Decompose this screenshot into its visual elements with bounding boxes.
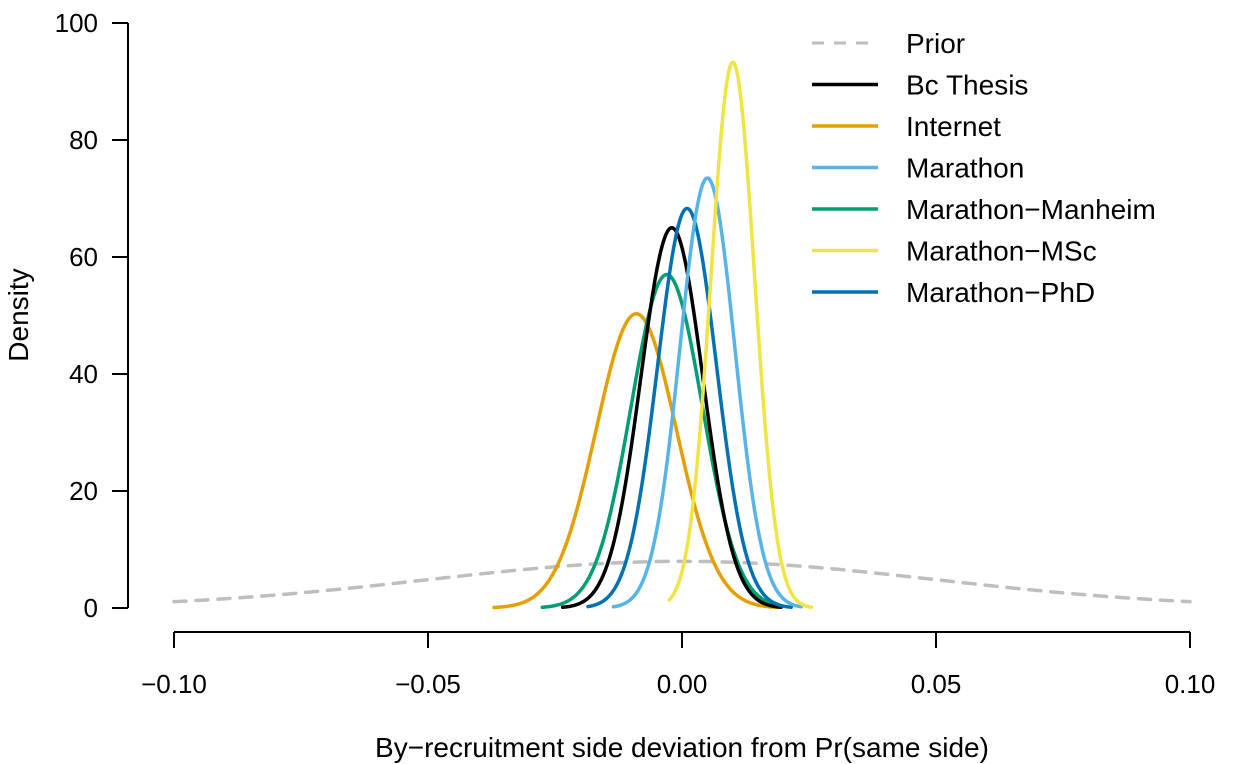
legend-label: Internet xyxy=(906,111,1001,142)
x-tick-label: 0.00 xyxy=(657,669,708,699)
y-tick-label: 80 xyxy=(69,125,98,155)
x-axis-title: By−recruitment side deviation from Pr(sa… xyxy=(375,732,989,763)
y-tick-label: 0 xyxy=(84,593,98,623)
y-axis: 0 20 40 60 80 100 xyxy=(55,8,129,623)
x-tick-label: −0.10 xyxy=(141,669,207,699)
legend-label: Marathon−MSc xyxy=(906,236,1097,267)
series-line-marathon-msc xyxy=(667,60,814,609)
y-tick-label: 40 xyxy=(69,359,98,389)
legend-label: Prior xyxy=(906,28,965,59)
legend-label: Marathon xyxy=(906,153,1024,184)
series-line-internet xyxy=(492,312,781,610)
x-tick-label: 0.05 xyxy=(911,669,962,699)
series-line-marathon-manheim xyxy=(540,272,783,610)
series-line-bc-thesis xyxy=(560,226,783,609)
legend-label: Marathon−Manheim xyxy=(906,194,1156,225)
series-line-prior xyxy=(172,559,1192,604)
y-tick-label: 20 xyxy=(69,476,98,506)
legend-label: Marathon−PhD xyxy=(906,277,1095,308)
legend-label: Bc Thesis xyxy=(906,70,1028,101)
x-tick-label: 0.10 xyxy=(1165,669,1216,699)
series-line-marathon-phd xyxy=(586,206,793,609)
y-tick-label: 100 xyxy=(55,8,98,38)
legend: Prior Bc Thesis Internet Marathon Marathon−M… xyxy=(812,28,1156,308)
y-tick-label: 60 xyxy=(69,242,98,272)
x-tick-label: −0.05 xyxy=(395,669,461,699)
series-line-marathon xyxy=(611,176,804,609)
density-series xyxy=(172,60,1192,610)
x-axis: −0.10 −0.05 0.00 0.05 0.10 xyxy=(141,631,1216,699)
y-axis-title: Density xyxy=(3,268,34,361)
